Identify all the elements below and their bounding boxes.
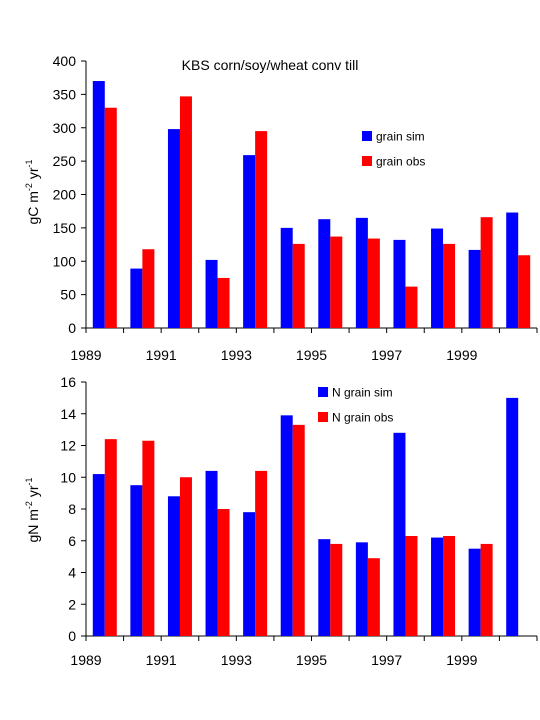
x-tick-label: 1997 <box>371 347 402 363</box>
y-tick-label: 4 <box>68 565 76 581</box>
bar-sim <box>318 539 331 636</box>
chart-nitrogen-grain: gN m-2 yr-1 0 2 4 6 8 10 12 14 16 1989 1991 1993 1995… <box>24 374 538 668</box>
y-tick-label: 150 <box>53 220 77 236</box>
legend-label: grain sim <box>376 130 425 144</box>
y-tick-label: 8 <box>68 501 76 517</box>
legend-label: N grain obs <box>332 411 393 425</box>
bar-obs <box>480 217 493 328</box>
y-tick-label: 100 <box>53 253 77 269</box>
bar-sim <box>393 239 406 328</box>
bar-obs <box>330 543 343 636</box>
bar-sim <box>130 268 143 328</box>
x-tick-label: 1991 <box>146 347 177 363</box>
bar-sim <box>355 217 368 328</box>
y-tick-label: 50 <box>60 287 76 303</box>
x-tick-label: 1993 <box>221 347 252 363</box>
legend-swatch <box>362 156 372 166</box>
bar-obs <box>255 131 268 328</box>
y-tick-label: 16 <box>60 374 76 390</box>
legend-swatch <box>362 131 372 141</box>
x-tick-label: 1999 <box>446 347 477 363</box>
bar-obs <box>104 439 117 636</box>
bar-sim <box>280 227 293 328</box>
x-tick-label: 1993 <box>221 652 252 668</box>
bar-obs <box>443 535 456 636</box>
bar-sim <box>167 129 180 328</box>
bar-sim <box>393 432 406 636</box>
bar-sim <box>205 259 218 328</box>
bar-obs <box>367 558 380 636</box>
bar-sim <box>468 548 481 636</box>
bar-obs <box>104 107 117 328</box>
x-tick-label: 1999 <box>446 652 477 668</box>
x-tick-label: 1991 <box>146 652 177 668</box>
legend-swatch <box>318 412 328 422</box>
bar-obs <box>443 243 456 328</box>
legend-label: grain obs <box>376 155 425 169</box>
bar-obs <box>367 238 380 328</box>
bar-sim <box>318 219 331 328</box>
x-tick-label: 1989 <box>70 652 101 668</box>
bar-obs <box>405 286 418 328</box>
y-axis-label: gN m-2 yr-1 <box>24 477 41 542</box>
y-axis-label: gC m-2 yr-1 <box>24 159 41 224</box>
bar-obs <box>217 509 230 636</box>
y-tick-label: 0 <box>68 320 76 336</box>
bar-sim <box>92 474 105 636</box>
chart-carbon-grain: KBS corn/soy/wheat conv till gC m-2 yr-1 0… <box>24 53 538 363</box>
y-tick-label: 200 <box>53 187 77 203</box>
bar-obs <box>480 543 493 636</box>
bar-obs <box>142 440 155 636</box>
legend-label: N grain sim <box>332 386 393 400</box>
bar-obs <box>217 277 230 328</box>
bar-obs <box>142 249 155 328</box>
bar-sim <box>431 537 444 636</box>
bar-sim <box>130 485 143 636</box>
y-tick-label: 350 <box>53 86 77 102</box>
bar-sim <box>205 470 218 636</box>
bar-sim <box>167 496 180 636</box>
x-tick-label: 1989 <box>70 347 101 363</box>
bar-obs <box>518 255 531 328</box>
y-tick-label: 300 <box>53 120 77 136</box>
legend-swatch <box>318 387 328 397</box>
bar-sim <box>280 415 293 636</box>
y-tick-label: 6 <box>68 533 76 549</box>
chart-title: KBS corn/soy/wheat conv till <box>182 57 359 73</box>
y-tick-label: 10 <box>60 469 76 485</box>
bar-obs <box>292 424 305 636</box>
y-tick-label: 400 <box>53 53 77 69</box>
bar-sim <box>468 249 481 328</box>
y-tick-label: 12 <box>60 438 76 454</box>
bar-obs <box>179 96 192 328</box>
bar-sim <box>243 512 256 636</box>
y-tick-label: 14 <box>60 406 76 422</box>
bar-obs <box>405 535 418 636</box>
bar-sim <box>506 397 519 636</box>
y-tick-label: 2 <box>68 596 76 612</box>
bar-sim <box>431 228 444 328</box>
bar-obs <box>179 477 192 636</box>
x-tick-label: 1995 <box>296 347 327 363</box>
bar-sim <box>355 542 368 636</box>
bar-obs <box>330 236 343 328</box>
y-tick-label: 0 <box>68 628 76 644</box>
x-tick-label: 1995 <box>296 652 327 668</box>
bar-sim <box>92 81 105 329</box>
bar-sim <box>506 212 519 328</box>
bar-obs <box>292 243 305 328</box>
x-tick-label: 1997 <box>371 652 402 668</box>
bar-obs <box>255 470 268 636</box>
bar-sim <box>243 155 256 328</box>
y-tick-label: 250 <box>53 153 77 169</box>
